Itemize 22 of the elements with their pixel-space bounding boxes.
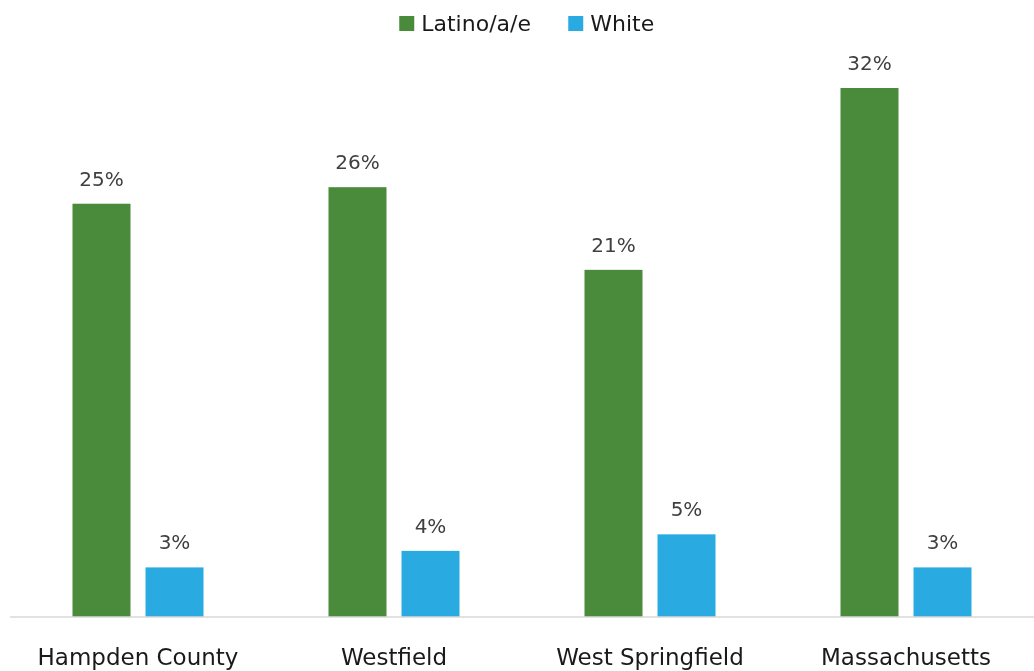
legend-label: Latino/a/e [421, 11, 531, 36]
data-label: 3% [158, 530, 191, 555]
bar [145, 567, 204, 617]
bar [584, 269, 643, 617]
x-tick-label: Hampden County [37, 644, 239, 670]
data-label: 5% [670, 497, 703, 522]
x-tick-label: Massachusetts [821, 644, 991, 670]
x-tick-label: Westfield [340, 644, 448, 670]
bar [328, 187, 387, 617]
bar [72, 203, 131, 617]
bar [840, 88, 899, 617]
data-label: 32% [847, 51, 892, 75]
data-label: 26% [335, 150, 380, 175]
data-label: 25% [79, 166, 124, 191]
bar [657, 534, 716, 617]
data-label: 3% [926, 530, 959, 555]
x-tick-label: West Springfield [556, 644, 744, 670]
legend-label: White [590, 11, 655, 36]
bar [401, 550, 460, 617]
data-label: 4% [414, 513, 447, 538]
data-label: 21% [591, 232, 636, 257]
bar [913, 567, 972, 617]
